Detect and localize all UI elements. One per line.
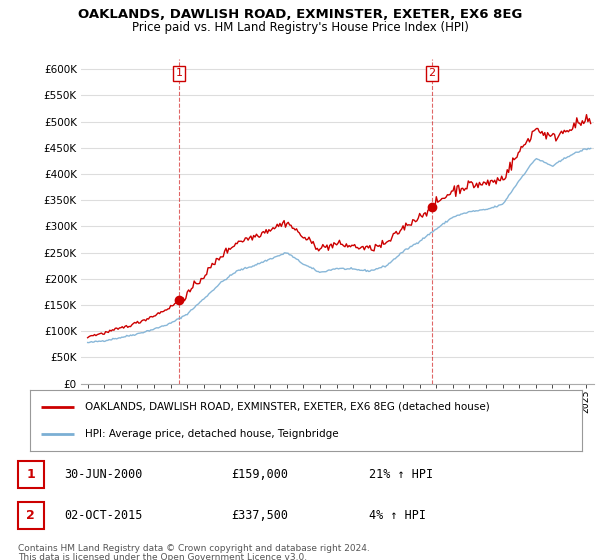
Text: OAKLANDS, DAWLISH ROAD, EXMINSTER, EXETER, EX6 8EG: OAKLANDS, DAWLISH ROAD, EXMINSTER, EXETE… [78,8,522,21]
FancyBboxPatch shape [18,502,44,529]
Text: Contains HM Land Registry data © Crown copyright and database right 2024.: Contains HM Land Registry data © Crown c… [18,544,370,553]
Text: This data is licensed under the Open Government Licence v3.0.: This data is licensed under the Open Gov… [18,553,307,560]
Text: OAKLANDS, DAWLISH ROAD, EXMINSTER, EXETER, EX6 8EG (detached house): OAKLANDS, DAWLISH ROAD, EXMINSTER, EXETE… [85,402,490,412]
Text: 2: 2 [428,68,436,78]
Text: 1: 1 [26,468,35,482]
Text: £159,000: £159,000 [231,468,288,482]
Text: 4% ↑ HPI: 4% ↑ HPI [369,508,426,522]
Text: HPI: Average price, detached house, Teignbridge: HPI: Average price, detached house, Teig… [85,430,339,440]
Text: £337,500: £337,500 [231,508,288,522]
Text: 02-OCT-2015: 02-OCT-2015 [64,508,142,522]
Text: 2: 2 [26,508,35,522]
FancyBboxPatch shape [18,461,44,488]
Text: 30-JUN-2000: 30-JUN-2000 [64,468,142,482]
Text: 21% ↑ HPI: 21% ↑ HPI [369,468,433,482]
Text: 1: 1 [175,68,182,78]
Text: Price paid vs. HM Land Registry's House Price Index (HPI): Price paid vs. HM Land Registry's House … [131,21,469,34]
